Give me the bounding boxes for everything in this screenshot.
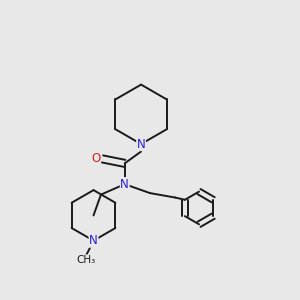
Text: O: O xyxy=(91,152,101,165)
Text: N: N xyxy=(120,178,129,191)
Text: N: N xyxy=(137,138,146,151)
Text: N: N xyxy=(89,234,98,247)
Text: CH₃: CH₃ xyxy=(76,255,96,265)
